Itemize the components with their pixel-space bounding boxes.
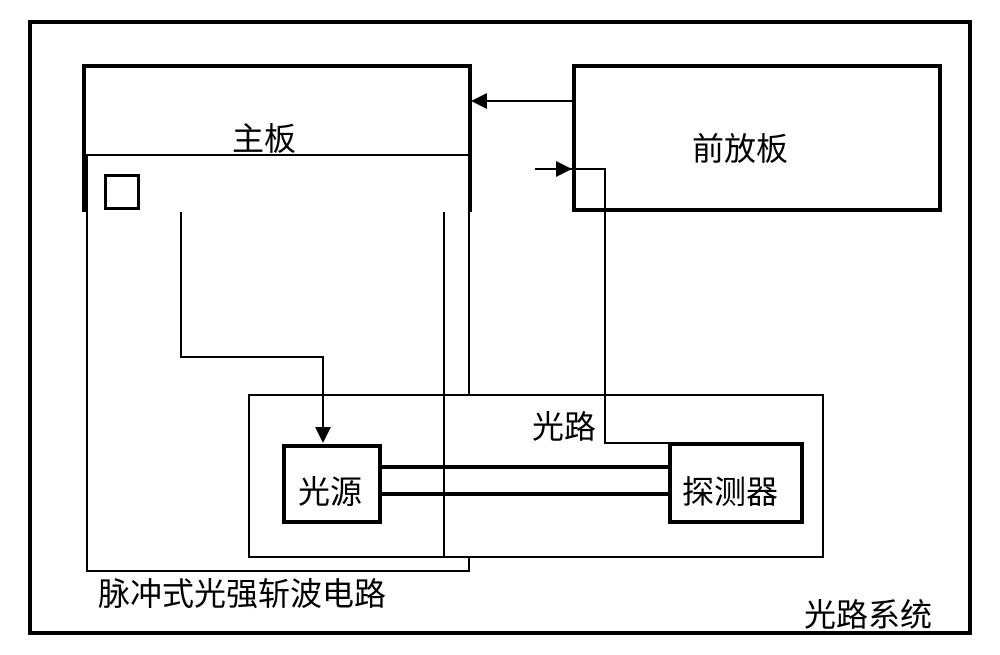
system-outer-frame: 主板 前放板 脉冲式光强斩波电路 光路 光源 探测器 光路系统 (28, 20, 972, 635)
system-label: 光路系统 (804, 590, 932, 636)
line-port-to-optical-v (443, 212, 445, 556)
detector-label: 探测器 (682, 467, 778, 513)
preamp-label: 前放板 (692, 124, 788, 170)
optical-beam-line-top (382, 465, 668, 469)
chopper-label: 脉冲式光强斩波电路 (98, 569, 386, 615)
optical-beam-line-bottom (382, 492, 668, 496)
arrow-mainboard-to-lightsource-h (180, 356, 324, 358)
arrow-preamp-to-mainboard-head (471, 93, 487, 109)
arrow-detector-to-preamp-h (604, 442, 668, 444)
optical-path-label: 光路 (532, 402, 596, 448)
arrow-detector-to-preamp-v (604, 168, 606, 442)
arrow-detector-to-preamp-head (556, 161, 572, 177)
arrow-mainboard-to-lightsource-head (315, 427, 331, 443)
chopper-port-box (104, 174, 140, 210)
arrow-preamp-to-mainboard-line (484, 100, 572, 102)
arrow-mainboard-to-lightsource-v2 (322, 356, 324, 430)
light-source-label: 光源 (298, 467, 362, 513)
arrow-mainboard-to-lightsource-v1 (180, 212, 182, 358)
